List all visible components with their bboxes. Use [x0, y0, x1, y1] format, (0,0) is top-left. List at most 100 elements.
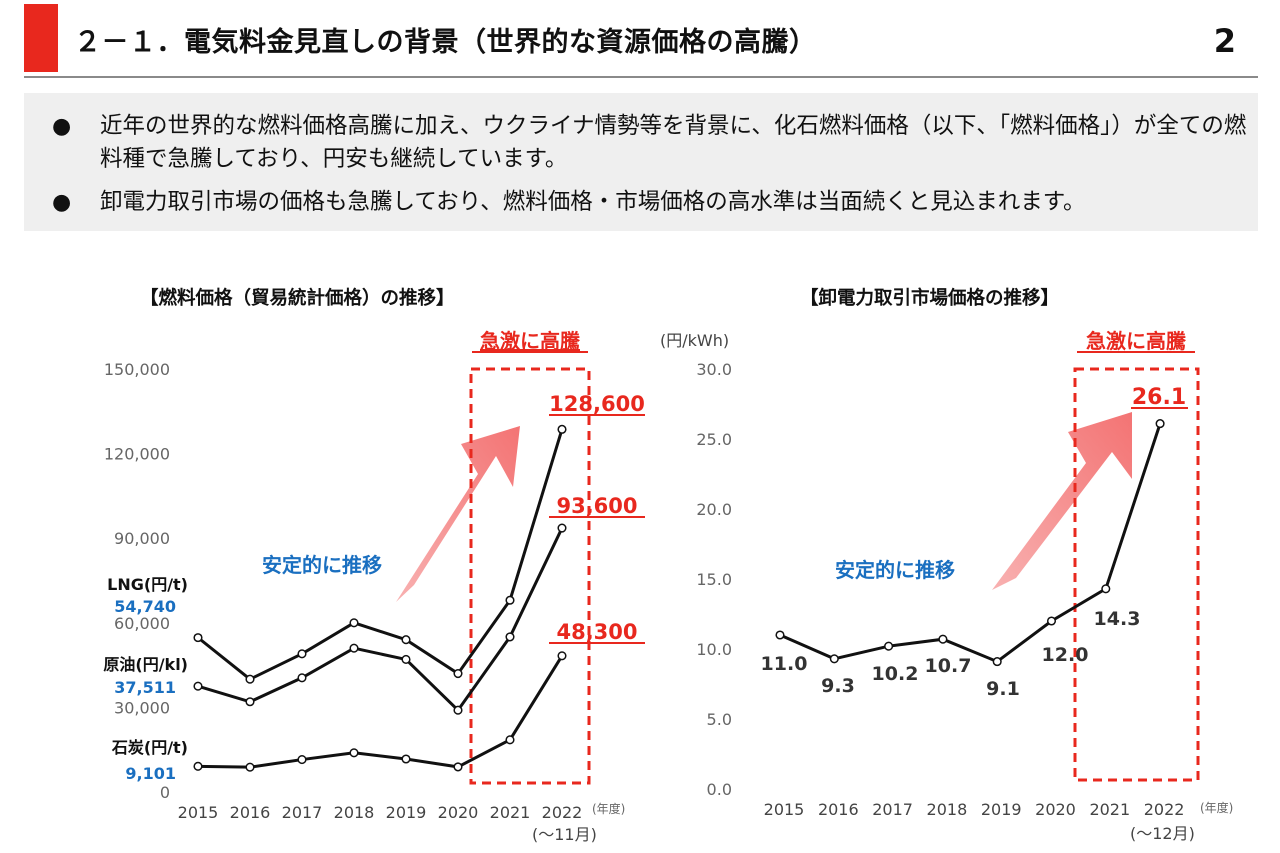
data-point	[505, 632, 515, 642]
summary-box: ● 近年の世界的な燃料価格高騰に加え、ウクライナ情勢等を背景に、化石燃料価格（以…	[24, 93, 1258, 231]
data-point	[453, 705, 463, 715]
x-tick-label: 2016	[818, 800, 859, 819]
fuel-chart-title: 【燃料価格（貿易統計価格）の推移】	[140, 288, 455, 309]
data-point	[349, 643, 359, 653]
stable-label: 安定的に推移	[835, 558, 955, 582]
x-note-label: (～11月)	[532, 825, 597, 844]
data-point	[1046, 616, 1057, 626]
y-tick-label: 0.0	[707, 780, 732, 799]
surge-highlight-box	[469, 367, 591, 785]
y-unit-label: (円/kWh)	[660, 331, 729, 350]
data-point	[245, 697, 255, 707]
data-point	[401, 754, 411, 764]
data-point	[884, 641, 894, 651]
series-name-label: 石炭(円/t)	[111, 738, 188, 757]
data-point	[938, 634, 948, 644]
bullet-dot-icon: ●	[52, 114, 72, 139]
y-tick-label: 0	[160, 783, 170, 802]
y-tick-label: 10.0	[696, 640, 732, 659]
x-tick-label: 2019	[386, 803, 427, 822]
series-start-value: 54,740	[114, 597, 176, 616]
series-name-label: LNG(円/t)	[107, 575, 188, 594]
market-price-chart: (円/kWh) 0.0 5.0 10.0 15.0 20.0 25.0 30.0 2015 201…	[660, 329, 1233, 843]
data-point	[297, 673, 307, 683]
y-tick-label: 25.0	[696, 430, 732, 449]
data-label: 10.7	[925, 655, 972, 677]
data-point	[557, 523, 567, 533]
y-tick-label: 5.0	[707, 710, 732, 729]
page-title: ２－１．電気料金見直しの背景（世界的な資源価格の高騰）	[74, 27, 817, 58]
data-point	[992, 657, 1002, 667]
fuel-price-chart: 0 30,000 60,000 90,000 120,000 150,000 2015 201…	[103, 329, 645, 844]
x-tick-label: 2022	[542, 803, 583, 822]
data-point	[245, 674, 255, 684]
data-label: 10.2	[872, 663, 919, 685]
x-tick-label: 2019	[981, 800, 1022, 819]
x-tick-label: 2017	[872, 800, 913, 819]
series-line	[197, 428, 564, 681]
data-point	[401, 635, 411, 645]
data-point	[401, 654, 411, 665]
x-tick-label: 2016	[230, 803, 271, 822]
data-point	[297, 755, 307, 765]
data-label-highlight: 26.1	[1132, 385, 1186, 410]
data-label: 12.0	[1042, 644, 1089, 666]
y-tick-label: 30.0	[696, 360, 732, 379]
y-tick-label: 120,000	[104, 445, 170, 464]
y-tick-label: 20.0	[696, 500, 732, 519]
data-point	[557, 651, 567, 661]
data-point	[505, 595, 515, 605]
data-point	[349, 618, 359, 628]
surge-label: 急激に高騰	[1086, 329, 1187, 353]
x-tick-label: 2015	[764, 800, 805, 819]
series-start-value: 9,101	[125, 764, 176, 783]
x-tick-label: 2022	[1144, 800, 1185, 819]
x-unit-label: (年度)	[1200, 800, 1233, 815]
data-label: 9.3	[821, 675, 855, 697]
y-tick-label: 60,000	[114, 614, 170, 633]
upward-trend-arrow	[396, 426, 520, 602]
data-point	[453, 669, 463, 679]
market-chart-title: 【卸電力取引市場価格の推移】	[800, 288, 1060, 309]
surge-highlight-box	[1073, 367, 1200, 782]
data-point	[557, 424, 567, 434]
data-point	[245, 762, 255, 772]
x-tick-label: 2017	[282, 803, 323, 822]
stable-label: 安定的に推移	[262, 553, 382, 577]
data-point	[829, 654, 839, 664]
data-point	[1101, 584, 1111, 594]
series-end-value: 128,600	[549, 392, 645, 416]
data-label: 11.0	[761, 653, 808, 675]
data-point	[297, 649, 307, 659]
y-tick-label: 150,000	[104, 360, 170, 379]
bullet-text: 近年の世界的な燃料価格高騰に加え、ウクライナ情勢等を背景に、化石燃料価格（以下、…	[100, 113, 1247, 172]
x-unit-label: (年度)	[592, 801, 625, 816]
series-line	[197, 655, 564, 769]
series-line	[197, 527, 564, 713]
x-tick-label: 2015	[178, 803, 219, 822]
series-start-value: 37,511	[114, 678, 176, 697]
x-tick-label: 2021	[490, 803, 531, 822]
upward-trend-arrow	[992, 412, 1132, 590]
x-note-label: (～12月)	[1130, 824, 1195, 843]
data-point	[349, 748, 359, 758]
data-point	[1155, 419, 1165, 429]
series-name-label: 原油(円/kl)	[103, 655, 188, 674]
series-line	[779, 423, 1162, 664]
data-point	[775, 630, 785, 640]
data-label: 9.1	[986, 678, 1020, 700]
title-divider	[24, 76, 1258, 78]
bullet-dot-icon: ●	[52, 190, 72, 215]
bullet-text: 卸電力取引市場の価格も急騰しており、燃料価格・市場価格の高水準は当面続くと見込ま…	[100, 189, 1086, 215]
data-point	[193, 761, 203, 771]
data-point	[453, 762, 463, 772]
y-tick-label: 90,000	[114, 529, 170, 548]
data-point	[193, 681, 203, 691]
x-tick-label: 2018	[927, 800, 968, 819]
x-tick-label: 2021	[1089, 800, 1130, 819]
surge-label: 急激に高騰	[480, 329, 581, 353]
y-tick-label: 15.0	[696, 570, 732, 589]
data-point	[505, 735, 515, 745]
page-number: 2	[1213, 22, 1236, 60]
